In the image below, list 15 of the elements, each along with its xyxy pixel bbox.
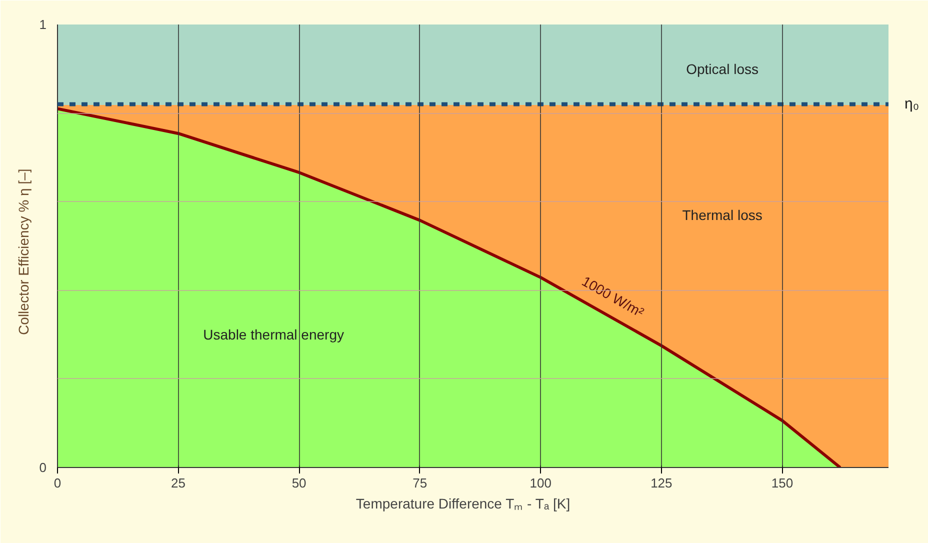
x-tick-label: 125 [650, 476, 672, 490]
ref-line-label: η₀ [904, 96, 920, 113]
series-label: Optical loss [686, 60, 758, 77]
x-tick-label: 25 [171, 476, 186, 490]
x-tick-label: 50 [292, 476, 306, 490]
x-tick-label: 150 [771, 476, 794, 490]
x-tick-label: 75 [412, 476, 428, 490]
series-label: Usable thermal energy [203, 326, 344, 343]
x-axis-title: Temperature Difference Tₘ - Tₐ [K] [356, 496, 570, 512]
y-axis-title: Collector Efficiency % η [–] [15, 168, 32, 335]
text: 1000 W/m² [579, 272, 647, 321]
x-tick-label: 0 [54, 476, 62, 490]
series-label: Thermal loss [682, 206, 762, 223]
y-tick-label: 1 [39, 17, 47, 32]
x-tick-label: 100 [530, 476, 552, 490]
